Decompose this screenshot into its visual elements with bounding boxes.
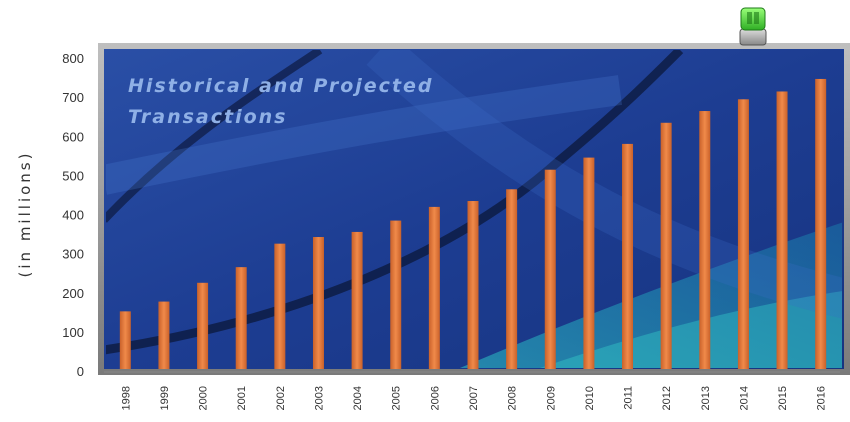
bar-2001 <box>235 267 247 369</box>
bar-2012 <box>660 122 672 370</box>
bar-2010 <box>583 157 595 369</box>
x-tick-label: 2012 <box>661 386 673 410</box>
bar-2000 <box>197 282 209 369</box>
x-tick-label: 2009 <box>545 386 557 410</box>
bar-2003 <box>312 237 324 369</box>
bar-2002 <box>274 243 286 369</box>
x-tick-label: 2010 <box>584 386 596 410</box>
x-tick-label: 1999 <box>159 386 171 410</box>
x-tick-label: 1998 <box>120 386 132 410</box>
bar-2013 <box>699 111 711 369</box>
bar-2011 <box>622 143 634 369</box>
bar-2014 <box>737 99 749 369</box>
y-tick-label: 500 <box>62 168 84 183</box>
x-tick-label: 2016 <box>816 386 828 410</box>
x-tick-label: 2003 <box>313 386 325 410</box>
x-tick-label: 2006 <box>429 386 441 410</box>
x-tick-label: 2013 <box>700 386 712 410</box>
bar-2015 <box>776 91 788 369</box>
bar-series <box>119 78 827 370</box>
chart-title-line-1: Historical and Projected <box>128 75 434 97</box>
x-tick-label: 2007 <box>468 386 480 410</box>
bar-2007 <box>467 201 479 369</box>
bar-2008 <box>506 189 518 369</box>
x-tick-label: 2008 <box>507 386 519 410</box>
bar-2016 <box>815 78 827 370</box>
x-tick-label: 2002 <box>275 386 287 410</box>
x-axis: 1998 1999 2000 2001 2002 2003 2004 2005 2006 2007… <box>120 386 827 410</box>
bar-2004 <box>351 231 363 369</box>
x-tick-label: 2014 <box>738 386 750 410</box>
x-tick-label: 2004 <box>352 386 364 410</box>
bar-2009 <box>544 169 556 369</box>
bar-2005 <box>390 220 402 369</box>
bar-2006 <box>428 206 440 369</box>
y-axis-label: (in millions) <box>16 151 34 278</box>
bar-1999 <box>158 301 170 369</box>
y-tick-label: 200 <box>62 286 84 301</box>
x-tick-label: 2000 <box>198 386 210 410</box>
y-tick-label: 0 <box>77 364 84 379</box>
y-axis: 0 100 200 300 400 500 600 700 800 <box>62 51 84 379</box>
bar-1998 <box>119 311 131 369</box>
y-tick-label: 300 <box>62 247 84 262</box>
x-tick-label: 2011 <box>623 386 635 410</box>
y-tick-label: 100 <box>62 325 84 340</box>
y-tick-label: 400 <box>62 208 84 223</box>
x-tick-label: 2015 <box>777 386 789 410</box>
chart-title-line-2: Transactions <box>128 106 287 128</box>
y-tick-label: 600 <box>62 129 84 144</box>
y-tick-label: 800 <box>62 51 84 66</box>
y-tick-label: 700 <box>62 90 84 105</box>
x-tick-label: 2001 <box>236 386 248 410</box>
x-tick-label: 2005 <box>391 386 403 410</box>
indicator-light-icon <box>739 7 767 46</box>
